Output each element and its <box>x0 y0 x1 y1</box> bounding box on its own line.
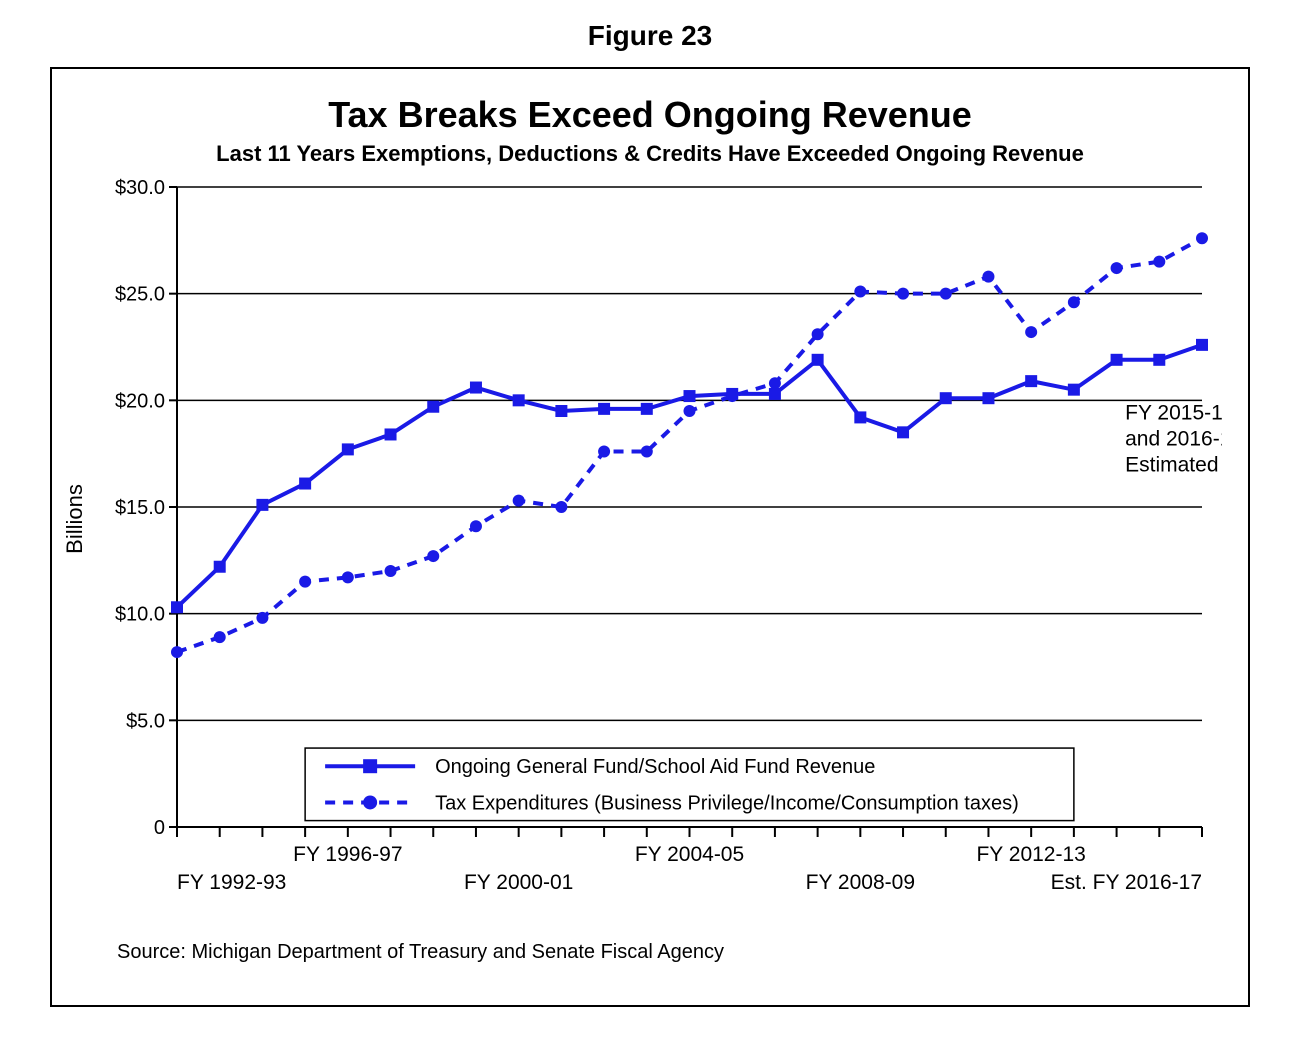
source-text: Source: Michigan Department of Treasury … <box>117 941 1218 964</box>
data-marker <box>1153 354 1165 366</box>
legend-marker <box>363 759 377 773</box>
data-marker <box>427 550 439 562</box>
series-line <box>177 345 1202 607</box>
data-marker <box>1153 256 1165 268</box>
data-marker <box>214 561 226 573</box>
data-marker <box>555 501 567 513</box>
legend-label: Ongoing General Fund/School Aid Fund Rev… <box>435 756 875 778</box>
series-line <box>177 238 1202 652</box>
data-marker <box>769 388 781 400</box>
data-marker <box>171 646 183 658</box>
chart-svg: 0 $5.0 $10.0 $15.0 $20.0 $25.0 $30.0 FY 1996-97… <box>82 177 1222 937</box>
data-marker <box>982 392 994 404</box>
data-marker <box>854 411 866 423</box>
chart-title: Tax Breaks Exceed Ongoing Revenue <box>82 94 1218 136</box>
x-tick-label: FY 2008-09 <box>806 871 915 894</box>
legend-marker <box>363 795 377 809</box>
x-tick-label: FY 1996-97 <box>293 843 402 866</box>
y-tick-label: $15.0 <box>115 497 165 519</box>
data-marker <box>982 271 994 283</box>
data-marker <box>214 631 226 643</box>
data-marker <box>299 576 311 588</box>
x-tick-label: FY 2000-01 <box>464 871 573 894</box>
annotation-text: FY 2015-16 <box>1125 402 1222 425</box>
annotation-text: Estimated <box>1125 454 1218 477</box>
y-tick-label: $25.0 <box>115 284 165 306</box>
plot-area: Billions 0$5.0$10.0$15.0$20.0$25.0$30.0F… <box>82 177 1218 937</box>
y-tick-label: $20.0 <box>115 390 165 412</box>
data-marker <box>256 499 268 511</box>
data-marker <box>470 520 482 532</box>
x-tick-label: FY 2012-13 <box>976 843 1085 866</box>
data-marker <box>513 394 525 406</box>
data-marker <box>427 401 439 413</box>
data-marker <box>684 390 696 402</box>
data-marker <box>555 405 567 417</box>
data-marker <box>940 392 952 404</box>
data-marker <box>598 403 610 415</box>
data-marker <box>598 446 610 458</box>
data-marker <box>769 377 781 389</box>
data-marker <box>726 390 738 402</box>
data-marker <box>1068 384 1080 396</box>
chart-frame: Tax Breaks Exceed Ongoing Revenue Last 1… <box>50 67 1250 1007</box>
y-tick-label: $10.0 <box>115 604 165 626</box>
data-marker <box>1196 339 1208 351</box>
x-tick-label: FY 1992-93 <box>177 871 286 894</box>
data-marker <box>1025 326 1037 338</box>
chart-subtitle: Last 11 Years Exemptions, Deductions & C… <box>82 141 1218 167</box>
data-marker <box>641 446 653 458</box>
data-marker <box>1068 296 1080 308</box>
data-marker <box>1025 375 1037 387</box>
data-marker <box>256 612 268 624</box>
data-marker <box>897 288 909 300</box>
data-marker <box>171 601 183 613</box>
data-marker <box>342 571 354 583</box>
data-marker <box>299 478 311 490</box>
data-marker <box>684 405 696 417</box>
data-marker <box>342 443 354 455</box>
data-marker <box>940 288 952 300</box>
data-marker <box>385 428 397 440</box>
data-marker <box>1111 262 1123 274</box>
data-marker <box>1111 354 1123 366</box>
x-tick-label: Est. FY 2016-17 <box>1051 871 1202 894</box>
data-marker <box>385 565 397 577</box>
y-tick-label: 0 <box>154 817 165 839</box>
data-marker <box>641 403 653 415</box>
data-marker <box>1196 232 1208 244</box>
y-tick-label: $5.0 <box>126 710 165 732</box>
y-axis-label: Billions <box>62 484 88 554</box>
data-marker <box>812 328 824 340</box>
annotation-text: and 2016-17 <box>1125 428 1222 451</box>
data-marker <box>854 286 866 298</box>
figure-label: Figure 23 <box>20 20 1280 52</box>
data-marker <box>897 426 909 438</box>
y-tick-label: $30.0 <box>115 177 165 199</box>
data-marker <box>513 495 525 507</box>
data-marker <box>470 382 482 394</box>
x-tick-label: FY 2004-05 <box>635 843 744 866</box>
legend-label: Tax Expenditures (Business Privilege/Inc… <box>435 792 1019 814</box>
data-marker <box>812 354 824 366</box>
